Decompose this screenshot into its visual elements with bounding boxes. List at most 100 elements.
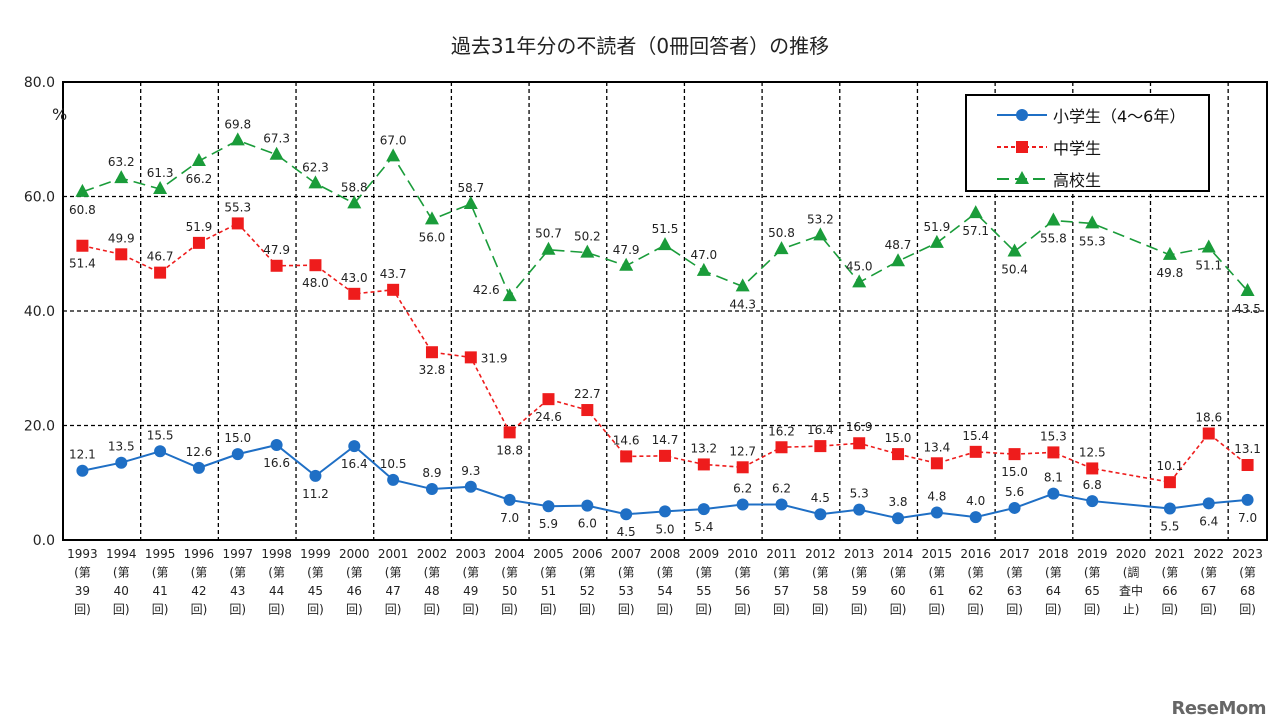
x-tick-label: 回) bbox=[1239, 603, 1256, 617]
data-point bbox=[969, 511, 982, 524]
data-point bbox=[76, 464, 89, 477]
data-label: 50.4 bbox=[1001, 262, 1028, 276]
legend-label: 小学生（4～6年） bbox=[1053, 107, 1186, 126]
data-label: 55.8 bbox=[1040, 232, 1067, 246]
legend-marker-icon bbox=[997, 141, 1047, 153]
legend-item: 高校生 bbox=[967, 164, 1101, 194]
data-point bbox=[231, 217, 244, 230]
data-label: 55.3 bbox=[1079, 234, 1106, 248]
data-label: 9.3 bbox=[461, 464, 480, 478]
data-point bbox=[697, 503, 710, 516]
data-label: 47.9 bbox=[263, 243, 290, 257]
x-tick-label: (第 bbox=[929, 566, 946, 580]
data-label: 66.2 bbox=[186, 172, 213, 186]
data-point bbox=[736, 498, 749, 511]
x-tick-label: 回) bbox=[890, 603, 907, 617]
data-point bbox=[775, 498, 788, 511]
x-tick-label: 回) bbox=[1162, 603, 1179, 617]
x-tick-label: 査中 bbox=[1119, 583, 1143, 598]
x-tick-label: 45 bbox=[308, 584, 323, 598]
data-point bbox=[192, 236, 205, 249]
x-tick-label: 63 bbox=[1007, 584, 1022, 598]
data-label: 10.5 bbox=[380, 457, 407, 471]
data-point bbox=[192, 461, 205, 474]
data-point bbox=[1086, 462, 1099, 475]
data-label: 12.1 bbox=[69, 448, 96, 462]
watermark-logo: ReseMom bbox=[1171, 698, 1266, 719]
x-tick-label: (第 bbox=[657, 566, 674, 580]
data-point bbox=[154, 266, 167, 279]
data-point bbox=[424, 211, 439, 225]
data-point bbox=[658, 237, 672, 251]
y-tick-label: 40.0 bbox=[24, 304, 55, 320]
y-tick-label: 0.0 bbox=[33, 533, 55, 549]
data-point bbox=[736, 461, 749, 474]
x-tick-label: 回) bbox=[229, 603, 246, 617]
data-label: 5.6 bbox=[1005, 485, 1024, 499]
data-label: 31.9 bbox=[481, 351, 508, 365]
data-label: 13.5 bbox=[108, 440, 135, 454]
x-tick-label: (第 bbox=[618, 566, 635, 580]
x-tick-label: 61 bbox=[929, 584, 944, 598]
data-label: 47.0 bbox=[690, 248, 717, 262]
x-tick-label: 2001 bbox=[378, 547, 409, 561]
data-label: 11.2 bbox=[302, 487, 329, 501]
x-tick-label: 2008 bbox=[650, 547, 681, 561]
data-point bbox=[425, 483, 438, 496]
data-point bbox=[853, 437, 866, 450]
x-tick-label: (第 bbox=[268, 566, 285, 580]
x-tick-label: 2016 bbox=[960, 547, 991, 561]
data-label: 4.0 bbox=[966, 494, 985, 508]
data-point bbox=[1202, 497, 1215, 510]
legend-item: 中学生 bbox=[967, 132, 1101, 162]
data-point bbox=[659, 449, 671, 462]
x-tick-label: 2023 bbox=[1232, 547, 1263, 561]
x-tick-label: (第 bbox=[113, 566, 130, 580]
x-tick-label: 回) bbox=[152, 603, 169, 617]
data-label: 6.2 bbox=[733, 482, 752, 496]
y-axis-unit: % bbox=[52, 105, 67, 124]
data-point bbox=[813, 227, 828, 241]
x-tick-label: (第 bbox=[307, 566, 324, 580]
data-label: 58.8 bbox=[341, 180, 368, 194]
data-label: 50.7 bbox=[535, 227, 562, 241]
data-label: 6.2 bbox=[772, 482, 791, 496]
legend: 小学生（4～6年） 中学生高校生 bbox=[965, 94, 1210, 192]
x-tick-label: 回) bbox=[1200, 603, 1217, 617]
data-label: 18.6 bbox=[1195, 411, 1222, 425]
data-label: 18.8 bbox=[496, 443, 523, 457]
data-label: 10.1 bbox=[1157, 459, 1184, 473]
data-label: 47.9 bbox=[613, 243, 640, 257]
data-point bbox=[463, 195, 478, 209]
data-label: 16.9 bbox=[846, 420, 873, 434]
x-tick-label: 2006 bbox=[572, 547, 603, 561]
x-tick-label: 1994 bbox=[106, 547, 137, 561]
data-point bbox=[309, 259, 322, 272]
data-point bbox=[541, 241, 556, 255]
data-label: 5.9 bbox=[539, 517, 558, 531]
x-tick-label: (第 bbox=[346, 566, 363, 580]
x-tick-label: 2017 bbox=[999, 547, 1030, 561]
x-tick-label: 1996 bbox=[184, 547, 215, 561]
x-tick-label: 51 bbox=[541, 584, 556, 598]
x-tick-label: 44 bbox=[269, 584, 284, 598]
x-tick-label: (第 bbox=[579, 566, 596, 580]
x-tick-label: 回) bbox=[191, 603, 208, 617]
legend-label: 中学生 bbox=[1053, 139, 1102, 158]
data-label: 51.5 bbox=[652, 222, 679, 236]
data-point bbox=[892, 512, 905, 525]
data-label: 49.9 bbox=[108, 231, 135, 245]
data-label: 15.0 bbox=[1001, 465, 1028, 479]
data-point bbox=[620, 508, 633, 521]
x-tick-label: 47 bbox=[385, 584, 400, 598]
data-point bbox=[308, 175, 323, 189]
x-tick-label: (調 bbox=[1123, 566, 1140, 580]
data-point bbox=[270, 259, 283, 272]
x-tick-label: 39 bbox=[75, 584, 90, 598]
x-tick-label: 止) bbox=[1123, 603, 1140, 617]
data-label: 24.6 bbox=[535, 410, 562, 424]
data-point bbox=[503, 493, 516, 506]
x-tick-label: (第 bbox=[424, 566, 441, 580]
x-tick-label: 回) bbox=[695, 603, 712, 617]
data-point bbox=[620, 450, 633, 463]
